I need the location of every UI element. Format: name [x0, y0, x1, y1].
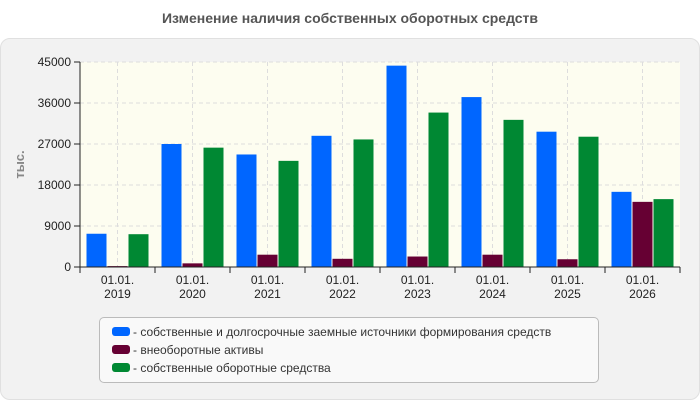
bar-s2-c0	[128, 234, 149, 267]
bar-s0-c7	[611, 191, 632, 267]
x-label-2-line2: 2021	[254, 287, 281, 301]
x-label-7-line1: 01.01.	[626, 273, 659, 287]
x-label-4-line1: 01.01.	[401, 273, 434, 287]
x-label-7-line2: 2026	[629, 287, 656, 301]
y-tick-label-2: 18000	[38, 178, 72, 192]
x-label-6-line2: 2025	[554, 287, 581, 301]
legend-label-noncurrent-assets: - внеоборотные активы	[133, 343, 264, 357]
x-label-0-line1: 01.01.	[101, 273, 134, 287]
y-axis-title: тыс.	[12, 150, 27, 178]
x-label-3-line2: 2022	[329, 287, 356, 301]
bar-s2-c2	[278, 160, 299, 267]
bar-s1-c2	[257, 254, 278, 267]
bar-s1-c1	[182, 263, 203, 267]
bar-s0-c1	[161, 144, 182, 267]
bar-s2-c7	[653, 199, 674, 267]
y-tick-label-1: 9000	[44, 219, 71, 233]
bar-s0-c4	[386, 65, 407, 268]
y-tick-label-0: 0	[64, 260, 71, 274]
x-label-2-line1: 01.01.	[251, 273, 284, 287]
bar-s2-c4	[428, 112, 449, 267]
y-tick-label-3: 27000	[38, 137, 72, 151]
legend-swatch-sources	[112, 327, 130, 337]
bar-s1-c3	[332, 258, 353, 267]
legend-swatch-noncurrent-assets	[112, 345, 130, 355]
bar-s2-c6	[578, 136, 599, 267]
bar-s0-c0	[86, 233, 107, 267]
chart-legend: - собственные и долгосрочные заемные ист…	[99, 317, 599, 383]
x-label-4-line2: 2023	[404, 287, 431, 301]
x-label-1-line1: 01.01.	[176, 273, 209, 287]
x-label-0-line2: 2019	[104, 287, 131, 301]
legend-item-noncurrent-assets: - внеоборотные активы	[112, 340, 263, 360]
bar-s1-c7	[632, 201, 653, 267]
legend-label-working-capital: - собственные оборотные средства	[133, 361, 331, 375]
bar-s0-c2	[236, 154, 257, 267]
x-label-3-line1: 01.01.	[326, 273, 359, 287]
x-label-1-line2: 2020	[179, 287, 206, 301]
bar-s1-c4	[407, 256, 428, 267]
bar-s1-c6	[557, 259, 578, 267]
bar-s0-c3	[311, 135, 332, 267]
y-tick-label-5: 45000	[38, 55, 72, 69]
legend-item-working-capital: - собственные оборотные средства	[112, 358, 331, 378]
chart-title: Изменение наличия собственных оборотных …	[161, 10, 539, 26]
x-label-5-line2: 2024	[479, 287, 506, 301]
bar-s2-c1	[203, 147, 224, 267]
legend-swatch-working-capital	[112, 363, 130, 373]
bar-s1-c5	[482, 254, 503, 267]
x-label-6-line1: 01.01.	[551, 273, 584, 287]
bar-s2-c5	[503, 119, 524, 267]
legend-item-sources: - собственные и долгосрочные заемные ист…	[112, 322, 551, 342]
legend-label-sources: - собственные и долгосрочные заемные ист…	[133, 325, 552, 339]
bar-s2-c3	[353, 139, 374, 267]
x-label-5-line1: 01.01.	[476, 273, 509, 287]
y-tick-label-4: 36000	[38, 96, 72, 110]
bar-s0-c6	[536, 131, 557, 267]
bar-s0-c5	[461, 97, 482, 267]
